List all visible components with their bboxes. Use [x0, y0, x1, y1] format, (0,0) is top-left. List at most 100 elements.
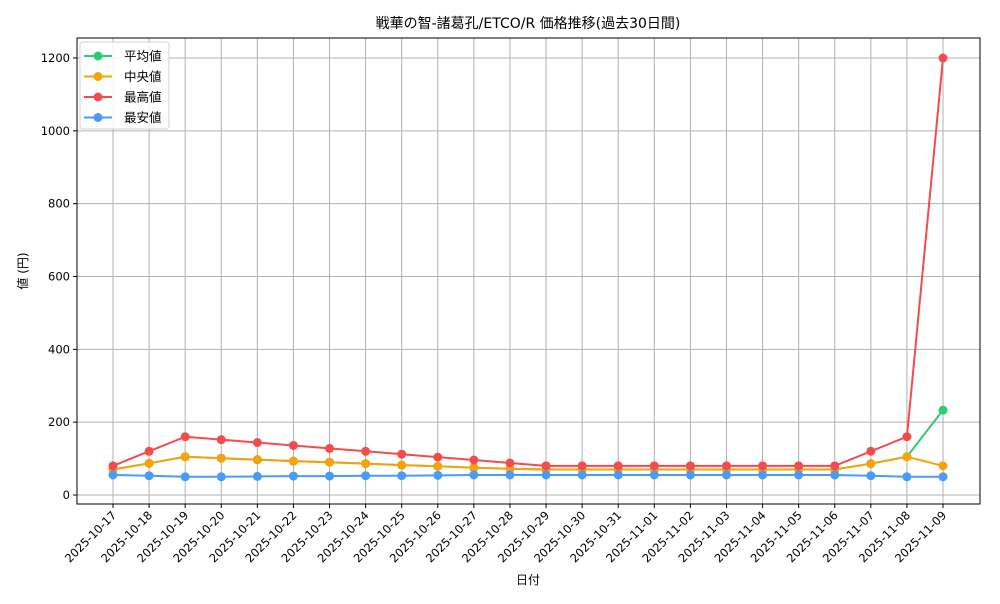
data-point-marker: [794, 461, 804, 471]
data-point-marker: [938, 405, 948, 415]
data-point-marker: [288, 456, 298, 466]
data-point-marker: [361, 459, 371, 469]
data-point-marker: [613, 470, 623, 480]
data-point-marker: [685, 461, 695, 471]
data-point-marker: [108, 461, 118, 471]
data-point-marker: [180, 452, 190, 462]
data-point-marker: [216, 435, 226, 445]
data-point-marker: [541, 470, 551, 480]
legend-label: 最安値: [124, 110, 162, 125]
series-最安値: [108, 470, 948, 482]
chart-title: 戦華の智-諸葛孔/ETCO/R 価格推移(過去30日間): [376, 16, 681, 32]
data-point-marker: [685, 470, 695, 480]
y-tick-label: 400: [48, 342, 70, 356]
data-point-marker: [252, 471, 262, 481]
plot-frame: [76, 37, 981, 505]
y-tick-label: 0: [63, 488, 70, 502]
data-point-marker: [938, 53, 948, 63]
data-point-marker: [144, 446, 154, 456]
data-point-marker: [902, 472, 912, 482]
data-point-marker: [108, 470, 118, 480]
data-point-marker: [649, 461, 659, 471]
data-point-marker: [216, 472, 226, 482]
data-point-marker: [361, 471, 371, 481]
data-point-marker: [830, 461, 840, 471]
legend-item: 最高値: [84, 90, 162, 105]
data-point-marker: [469, 455, 479, 465]
data-point-marker: [902, 452, 912, 462]
data-point-marker: [577, 470, 587, 480]
legend-label: 平均値: [124, 49, 162, 64]
data-point-marker: [397, 460, 407, 470]
data-point-marker: [830, 470, 840, 480]
data-point-marker: [180, 472, 190, 482]
data-point-marker: [794, 470, 804, 480]
legend-item: 中央値: [84, 69, 162, 84]
legend-box: [79, 41, 170, 130]
legend-label: 中央値: [124, 69, 162, 84]
y-tick-label: 1000: [41, 124, 70, 138]
data-point-marker: [577, 461, 587, 471]
y-tick-label: 600: [48, 270, 70, 284]
series-line: [112, 409, 944, 471]
y-tick-label: 200: [48, 415, 70, 429]
series-中央値: [108, 452, 948, 475]
data-point-marker: [288, 440, 298, 450]
data-point-marker: [288, 471, 298, 481]
data-point-marker: [613, 461, 623, 471]
data-point-marker: [216, 453, 226, 463]
legend-marker-icon: [93, 113, 103, 122]
data-point-marker: [433, 461, 443, 471]
data-point-marker: [325, 471, 335, 481]
data-point-marker: [397, 449, 407, 459]
legend-marker-icon: [93, 92, 103, 102]
x-axis-ticks: 2025-10-172025-10-182025-10-192025-10-20…: [62, 504, 949, 565]
series-line: [112, 455, 944, 471]
legend-marker-icon: [93, 72, 103, 81]
data-point-marker: [866, 446, 876, 456]
data-point-marker: [252, 455, 262, 465]
data-point-marker: [866, 471, 876, 481]
data-point-marker: [938, 472, 948, 482]
y-axis-label: 値 (円): [15, 252, 30, 289]
y-axis-ticks: 0 200 400 600 800 1000 1200: [41, 51, 77, 502]
data-point-marker: [180, 432, 190, 442]
grid-lines: [77, 38, 980, 504]
data-point-marker: [469, 470, 479, 480]
series-最高値: [108, 53, 948, 471]
data-point-marker: [325, 443, 335, 453]
data-point-marker: [505, 458, 515, 468]
data-point-marker: [938, 461, 948, 471]
data-point-marker: [469, 463, 479, 473]
legend-item: 最安値: [84, 110, 162, 125]
legend-label: 最高値: [124, 90, 162, 105]
data-point-marker: [505, 470, 515, 480]
data-point-marker: [902, 432, 912, 442]
data-point-marker: [721, 470, 731, 480]
series-line: [112, 473, 943, 478]
y-tick-label: 1200: [41, 51, 70, 65]
data-point-marker: [433, 452, 443, 462]
data-point-marker: [397, 471, 407, 481]
data-point-marker: [144, 471, 154, 481]
data-point-marker: [144, 458, 154, 468]
data-point-marker: [433, 470, 443, 480]
data-point-marker: [649, 470, 659, 480]
x-axis-label: 日付: [516, 573, 540, 587]
legend-marker-icon: [93, 51, 103, 61]
data-point-marker: [721, 461, 731, 471]
data-point-marker: [541, 461, 551, 471]
legend-item: 平均値: [84, 49, 162, 64]
data-point-marker: [866, 459, 876, 469]
data-point-marker: [252, 438, 262, 448]
series-line: [112, 57, 944, 467]
data-point-marker: [758, 461, 768, 471]
y-tick-label: 800: [48, 197, 70, 211]
data-point-marker: [325, 457, 335, 467]
series-lines: [108, 53, 948, 482]
data-point-marker: [758, 470, 768, 480]
data-point-marker: [361, 446, 371, 456]
